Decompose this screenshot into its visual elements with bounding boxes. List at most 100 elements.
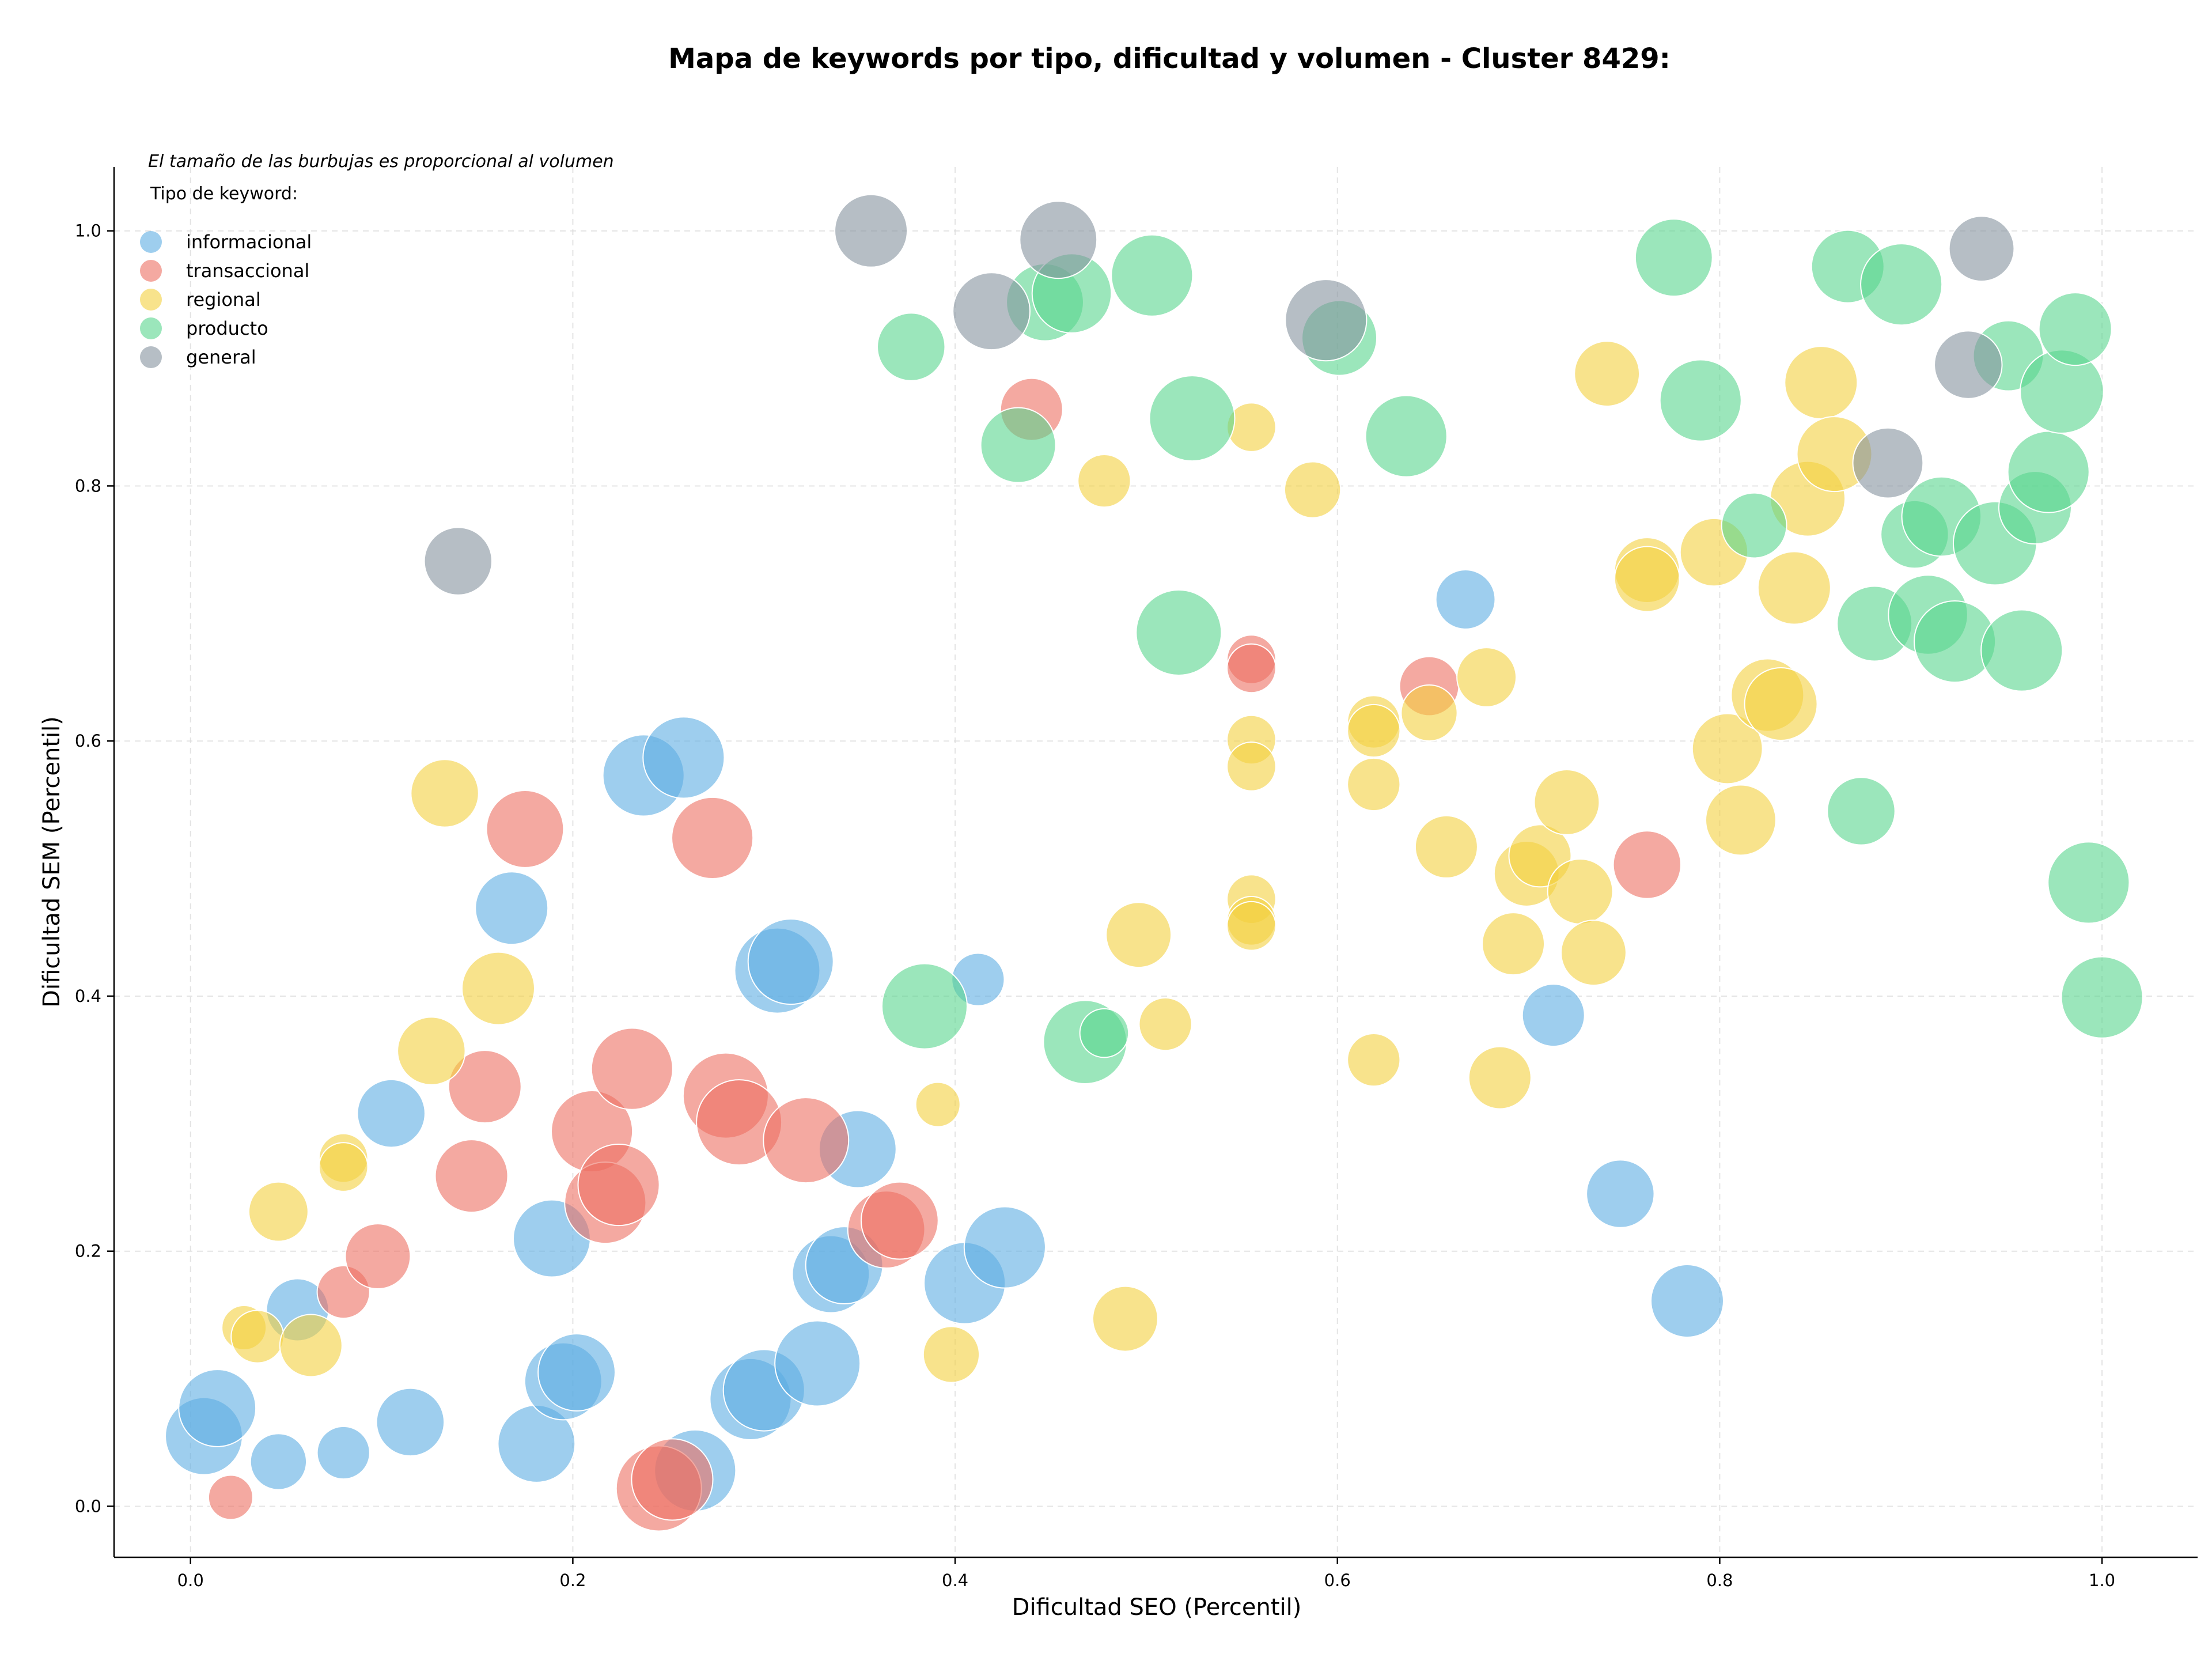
- y-tick-label: 0.8: [75, 476, 101, 495]
- bubble-regional: [1547, 858, 1613, 925]
- bubble-producto: [1079, 1008, 1130, 1058]
- series-general: [423, 194, 2015, 596]
- x-tick-label: 0.4: [942, 1571, 968, 1590]
- bubble-regional: [922, 1326, 980, 1383]
- bubble-transaccional: [448, 1050, 522, 1124]
- bubble-producto: [1860, 243, 1943, 326]
- bubble-transaccional: [860, 1181, 939, 1260]
- bubble-regional: [1468, 1046, 1532, 1110]
- x-tick-label: 1.0: [2089, 1571, 2115, 1590]
- bubble-informacional: [747, 918, 834, 1005]
- size-annotation: El tamaño de las burbujas es proporciona…: [148, 152, 614, 172]
- bubble-producto: [1827, 777, 1896, 846]
- bubble-regional: [1533, 769, 1600, 835]
- bubble-regional: [1757, 551, 1831, 625]
- bubble-informacional: [1435, 569, 1496, 630]
- legend-label: producto: [186, 317, 268, 339]
- bubble-producto: [1721, 492, 1787, 559]
- bubble-regional: [1092, 1285, 1158, 1352]
- bubble-regional: [1482, 912, 1546, 976]
- bubble-producto: [1135, 589, 1222, 676]
- bubble-transaccional: [671, 796, 754, 880]
- legend-item-general: general: [140, 346, 256, 368]
- bubble-informacional: [475, 871, 549, 945]
- bubble-producto: [2038, 292, 2112, 366]
- bubble-regional: [1226, 901, 1277, 951]
- bubbles: [165, 194, 2143, 1532]
- bubble-regional: [1456, 647, 1517, 707]
- bubble-regional: [1347, 1033, 1401, 1087]
- legend-label: regional: [186, 289, 261, 311]
- chart-title: Mapa de keywords por tipo, dificultad y …: [668, 43, 1671, 75]
- bubble-informacional: [376, 1387, 445, 1457]
- series-regional: [221, 340, 1873, 1383]
- bubble-transaccional: [1612, 830, 1682, 899]
- legend-marker: [140, 289, 162, 311]
- bubble-transaccional: [434, 1139, 509, 1213]
- bubble-regional: [1574, 340, 1641, 407]
- bubble-regional: [1077, 453, 1131, 508]
- bubble-regional: [397, 1016, 466, 1085]
- bubble-informacional: [963, 1206, 1046, 1289]
- bubble-informacional: [178, 1369, 257, 1447]
- bubble-regional: [318, 1142, 369, 1192]
- bubble-general: [1852, 427, 1924, 499]
- legend-item-informacional: informacional: [140, 231, 312, 253]
- bubble-producto: [1111, 234, 1194, 317]
- bubble-general: [834, 194, 908, 268]
- bubble-regional: [1138, 997, 1192, 1051]
- bubble-regional: [1400, 684, 1458, 742]
- bubble-producto: [2061, 956, 2143, 1039]
- bubble-producto: [1980, 609, 2063, 692]
- bubble-informacional: [1650, 1264, 1724, 1338]
- bubble-regional: [1105, 902, 1172, 968]
- bubble-general: [423, 527, 493, 596]
- bubble-general: [1948, 215, 2015, 282]
- bubble-informacional: [316, 1425, 370, 1480]
- bubble-producto: [980, 407, 1056, 483]
- y-tick-label: 0.4: [75, 986, 101, 1006]
- x-tick-label: 0.2: [559, 1571, 586, 1590]
- bubble-transaccional: [763, 1097, 850, 1184]
- bubble-regional: [1613, 546, 1680, 612]
- bubble-producto: [1365, 395, 1448, 478]
- grid: [114, 167, 2198, 1557]
- bubble-transaccional: [1226, 643, 1277, 694]
- bubble-producto: [2047, 841, 2130, 924]
- bubble-general: [1285, 279, 1368, 362]
- y-tick-label: 0.0: [75, 1496, 101, 1516]
- bubble-transaccional: [207, 1474, 253, 1520]
- ticks: 0.0 0.2 0.4 0.6 0.8 1.0 0.0 0.2 0.4 0.6 0.8 1.0: [75, 221, 2115, 1590]
- x-tick-label: 0.6: [1324, 1571, 1351, 1590]
- bubble-producto: [2007, 430, 2090, 513]
- bubble-regional: [1560, 920, 1627, 986]
- x-axis-label: Dificultad SEO (Percentil): [1012, 1594, 1302, 1621]
- legend-label: transaccional: [186, 260, 309, 282]
- bubble-informacional: [537, 1333, 616, 1412]
- legend: informacional transaccional regional produc…: [140, 231, 312, 368]
- bubble-transaccional: [344, 1223, 411, 1289]
- bubble-regional: [248, 1181, 309, 1242]
- bubble-informacional: [1521, 983, 1585, 1047]
- legend-item-regional: regional: [140, 289, 261, 311]
- legend-marker: [140, 317, 162, 339]
- y-tick-label: 0.2: [75, 1242, 101, 1261]
- bubble-regional: [279, 1314, 343, 1378]
- bubble-informacional: [249, 1433, 308, 1490]
- legend-item-producto: producto: [140, 317, 268, 339]
- series-producto: [877, 218, 2143, 1084]
- legend-item-transaccional: transaccional: [140, 260, 309, 282]
- bubble-producto: [1634, 218, 1713, 297]
- legend-marker: [140, 346, 162, 368]
- bubble-regional: [1691, 713, 1763, 785]
- bubble-general: [952, 272, 1031, 351]
- legend-label: general: [186, 346, 256, 368]
- bubble-regional: [410, 759, 479, 828]
- bubble-regional: [1744, 667, 1818, 741]
- bubble-general: [1934, 330, 2003, 399]
- bubble-regional: [461, 951, 535, 1026]
- legend-marker: [140, 260, 162, 282]
- bubble-producto: [1149, 375, 1236, 462]
- bubble-informacional: [774, 1320, 861, 1407]
